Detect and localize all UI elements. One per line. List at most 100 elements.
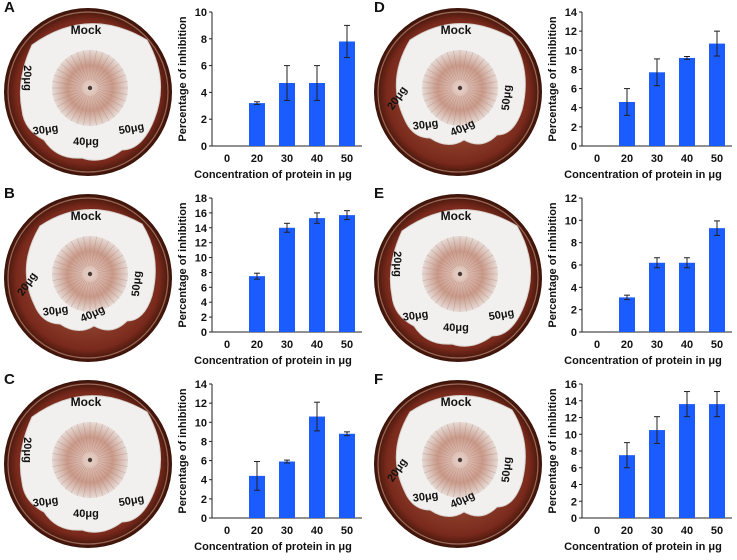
dish-mock-label: Mock (71, 209, 102, 223)
x-tick-label: 40 (311, 153, 323, 165)
bar-40 (309, 416, 325, 518)
y-tick-label: 4 (201, 87, 208, 99)
bar-chart: 0 2 4 6 8 10 12 14 Percentage of inhibition 0 20 30… (547, 7, 732, 181)
y-axis-label: Percentage of inhibition (177, 388, 189, 514)
x-tick-label: 20 (251, 339, 263, 351)
y-tick-label: 12 (565, 26, 577, 38)
dish-dose-label: 30μg (32, 122, 59, 137)
dish-dose-label: 50μg (488, 307, 515, 323)
y-tick-label: 6 (201, 61, 207, 73)
x-tick-label: 20 (621, 525, 633, 537)
y-tick-label: 8 (201, 34, 207, 46)
y-tick-label: 10 (195, 417, 207, 429)
x-tick-label: 40 (681, 525, 693, 537)
bar-chart: 0 2 4 6 8 10 12 Percentage of inhibition 0 20 30 40… (547, 193, 732, 367)
bar-20 (249, 475, 265, 518)
inoculation-point (457, 85, 463, 91)
bar-30 (649, 430, 665, 518)
x-axis-label: Concentration of protein in μg (564, 541, 722, 553)
x-tick-label: 20 (251, 153, 263, 165)
dish-dose-label: 30μg (412, 117, 439, 132)
y-tick-label: 8 (201, 436, 207, 448)
y-tick-label: 6 (201, 456, 207, 468)
y-tick-label: 2 (571, 122, 577, 134)
y-tick-label: 6 (571, 463, 577, 475)
y-tick-label: 4 (571, 103, 578, 115)
bar-50 (339, 215, 355, 332)
x-tick-label: 30 (281, 153, 293, 165)
dish-mock-label: Mock (71, 23, 102, 37)
y-tick-label: 10 (565, 45, 577, 57)
x-axis-label: Concentration of protein in μg (564, 355, 722, 367)
y-axis-label: Percentage of inhibition (547, 202, 559, 328)
dish-dose-label: 20μg (21, 65, 33, 91)
bar-50 (709, 228, 725, 332)
bar-50 (339, 433, 355, 518)
x-axis-label: Concentration of protein in μg (194, 355, 352, 367)
y-tick-label: 0 (571, 327, 577, 339)
dish-dose-label: 20μg (21, 437, 33, 463)
y-tick-label: 10 (195, 253, 207, 265)
inoculation-point (457, 271, 463, 277)
x-tick-label: 40 (311, 525, 323, 537)
y-tick-label: 0 (571, 513, 577, 525)
x-tick-label: 0 (224, 525, 230, 537)
x-tick-label: 30 (281, 339, 293, 351)
y-tick-label: 2 (571, 305, 577, 317)
x-tick-label: 40 (681, 339, 693, 351)
panel-letter: A (4, 0, 15, 16)
y-axis-label: Percentage of inhibition (547, 16, 559, 142)
inoculation-point (87, 457, 93, 463)
panel-letter: C (4, 371, 15, 388)
y-tick-label: 2 (201, 312, 207, 324)
y-tick-label: 8 (571, 238, 577, 250)
x-tick-label: 0 (594, 153, 600, 165)
x-tick-label: 30 (651, 525, 663, 537)
dish-dose-label: 40μg (443, 322, 469, 334)
y-tick-label: 4 (201, 475, 208, 487)
panel-c: C Mock 20μg 30μg 40μg 50μg 0 2 4 6 8 10 12 14 Percenta… (0, 371, 367, 558)
y-tick-label: 8 (201, 267, 207, 279)
panel-d: D Mock 20μg 30μg 40μg 50μg 0 2 4 6 8 10 12 14 Percenta… (370, 0, 737, 186)
bar-20 (619, 297, 635, 332)
bar-40 (679, 262, 695, 332)
bar-50 (339, 41, 355, 147)
dish-dose-label: 50μg (130, 270, 144, 297)
bar-20 (619, 101, 635, 146)
y-tick-label: 0 (201, 513, 207, 525)
x-tick-label: 30 (651, 153, 663, 165)
inoculation-point (87, 271, 93, 277)
dish-mock-label: Mock (71, 395, 102, 409)
y-tick-label: 12 (195, 238, 207, 250)
x-tick-label: 0 (594, 525, 600, 537)
inoculation-point (87, 85, 93, 91)
bar-50 (709, 43, 725, 147)
y-tick-label: 2 (571, 496, 577, 508)
bar-30 (279, 227, 295, 332)
y-tick-label: 6 (571, 260, 577, 272)
y-tick-label: 12 (195, 398, 207, 410)
dish-mock-label: Mock (441, 23, 472, 37)
dish-dose-label: 50μg (500, 84, 514, 111)
bar-chart: 0 2 4 6 8 10 12 14 16 Percentage of inhibition 0 20… (547, 379, 732, 553)
y-tick-label: 4 (201, 297, 208, 309)
y-tick-label: 10 (565, 215, 577, 227)
x-tick-label: 50 (341, 339, 353, 351)
panel-letter: F (374, 371, 384, 388)
y-axis-label: Percentage of inhibition (177, 16, 189, 142)
bar-20 (619, 455, 635, 518)
x-tick-label: 20 (621, 339, 633, 351)
dish-dose-label: 30μg (42, 303, 69, 318)
y-tick-label: 14 (195, 379, 208, 391)
dish-dose-label: 30μg (32, 494, 59, 509)
x-tick-label: 0 (594, 339, 600, 351)
y-tick-label: 2 (201, 494, 207, 506)
x-tick-label: 30 (281, 525, 293, 537)
x-tick-label: 50 (711, 339, 723, 351)
y-tick-label: 12 (565, 413, 577, 425)
x-tick-label: 50 (711, 153, 723, 165)
bar-30 (279, 461, 295, 518)
